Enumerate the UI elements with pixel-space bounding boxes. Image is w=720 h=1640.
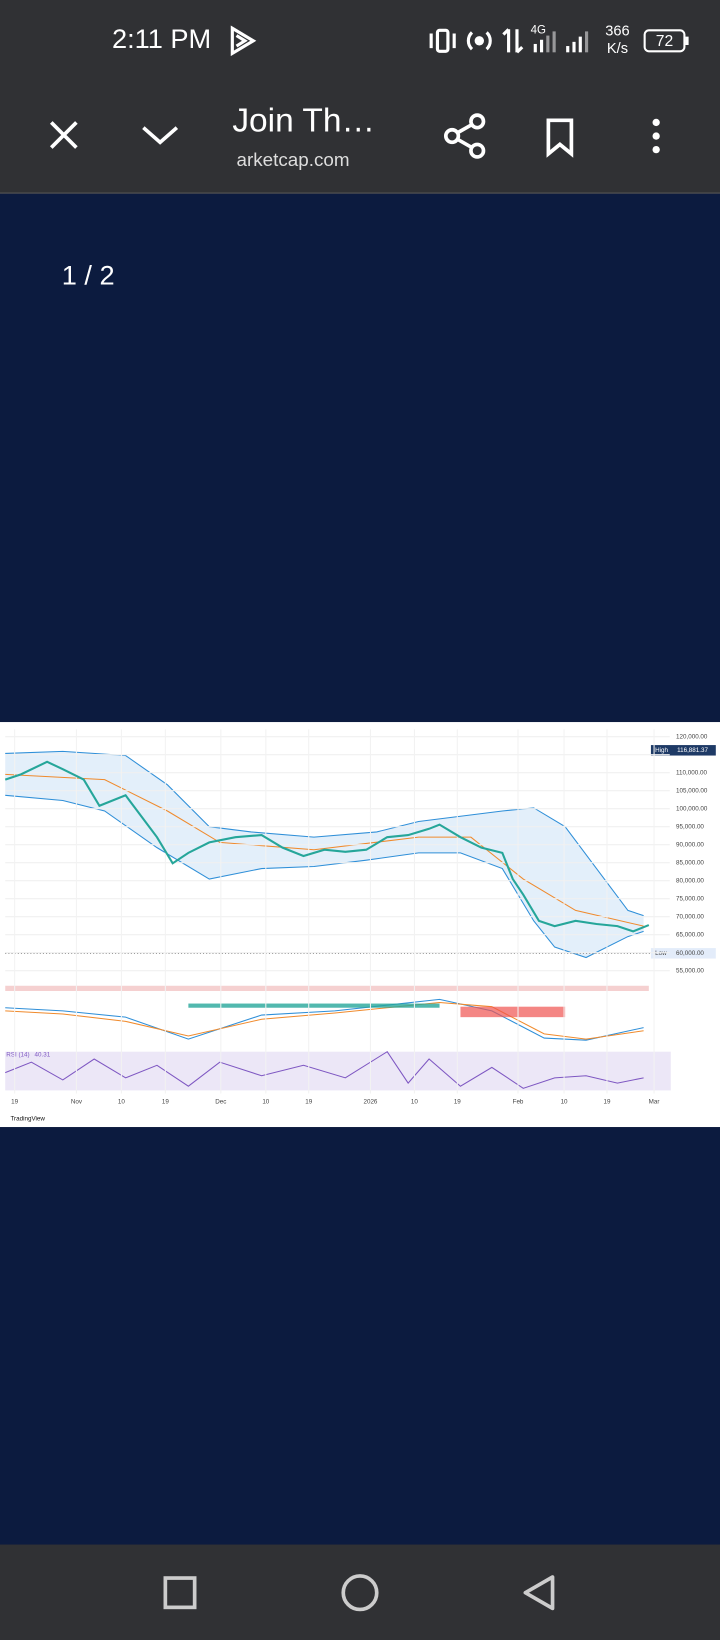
bb-basis bbox=[5, 773, 644, 927]
time-label: Feb bbox=[513, 1099, 524, 1106]
price-label: 120,000.00 bbox=[676, 733, 708, 740]
price-label: 60,000.00 bbox=[676, 950, 704, 957]
rsi-line bbox=[5, 1050, 644, 1089]
top-bar-bg bbox=[0, 0, 720, 194]
battery-icon bbox=[643, 29, 686, 53]
volume-bars bbox=[5, 985, 649, 991]
price-label: 85,000.00 bbox=[676, 859, 704, 866]
price-label: 95,000.00 bbox=[676, 823, 704, 830]
time-label: 10 bbox=[118, 1099, 125, 1106]
time-label: 19 bbox=[11, 1099, 18, 1106]
time-label: 10 bbox=[262, 1099, 269, 1106]
recents-button[interactable] bbox=[163, 1576, 197, 1610]
battery-tip bbox=[685, 36, 689, 45]
rsi-value: 40.31 bbox=[35, 1051, 51, 1058]
clock: 2:11 PM bbox=[112, 23, 211, 54]
low-label: Low bbox=[655, 950, 667, 957]
nav-bar bbox=[0, 1544, 720, 1640]
net-speed-unit: K/s bbox=[607, 41, 628, 57]
net-speed: 366 bbox=[605, 23, 629, 39]
time-label: 19 bbox=[162, 1099, 169, 1106]
play-icon bbox=[230, 25, 257, 57]
page-title: Join Th… bbox=[232, 102, 375, 139]
price-label: 110,000.00 bbox=[676, 769, 707, 776]
image-counter: 1 / 2 bbox=[62, 259, 115, 290]
battery-level: 72 bbox=[656, 33, 673, 50]
high-tag bbox=[650, 745, 716, 756]
tradingview-logo: TradingView bbox=[10, 1115, 45, 1122]
price-label: 75,000.00 bbox=[676, 895, 704, 902]
signal-bars bbox=[533, 31, 589, 53]
price-label: 70,000.00 bbox=[676, 913, 704, 920]
low-tag bbox=[650, 948, 716, 959]
time-label: Nov bbox=[71, 1099, 83, 1106]
rsi-label: RSI (14) bbox=[6, 1051, 29, 1058]
price-line bbox=[4, 760, 650, 933]
macd-hist-neg bbox=[460, 1006, 566, 1018]
close-button[interactable] bbox=[49, 121, 78, 149]
macd-hist-pos bbox=[188, 1003, 440, 1008]
time-label: 19 bbox=[603, 1099, 610, 1106]
status-icons bbox=[429, 28, 524, 54]
price-label: 90,000.00 bbox=[676, 841, 704, 848]
high-label: High bbox=[655, 747, 668, 754]
macd-line bbox=[5, 998, 644, 1041]
bookmark-button[interactable] bbox=[546, 118, 574, 158]
back-button[interactable] bbox=[523, 1575, 555, 1611]
network-type: 4G bbox=[531, 24, 546, 36]
high-value: 116,881.37 bbox=[677, 747, 708, 754]
home-button[interactable] bbox=[341, 1574, 379, 1612]
menu-button[interactable] bbox=[652, 118, 660, 154]
time-label: 2026 bbox=[363, 1099, 377, 1106]
time-label: 19 bbox=[305, 1099, 312, 1106]
page-url: arketcap.com bbox=[237, 149, 350, 170]
time-label: Mar bbox=[649, 1099, 660, 1106]
time-label: 19 bbox=[454, 1099, 461, 1106]
share-button[interactable] bbox=[443, 113, 486, 159]
collapse-button[interactable] bbox=[142, 126, 179, 145]
price-label: 65,000.00 bbox=[676, 931, 704, 938]
time-label: Dec bbox=[215, 1099, 226, 1106]
rsi-band bbox=[5, 1051, 671, 1091]
price-label: 80,000.00 bbox=[676, 877, 704, 884]
price-label: 105,000.00 bbox=[676, 787, 708, 794]
time-label: 10 bbox=[411, 1099, 418, 1106]
price-label: 55,000.00 bbox=[676, 967, 704, 974]
macd-signal bbox=[5, 1001, 644, 1040]
price-label: 100,000.00 bbox=[676, 805, 708, 812]
chart-image: High 116,881.37 Low RSI (14) 40.31 Tradi… bbox=[0, 722, 720, 1128]
time-label: 10 bbox=[561, 1099, 568, 1106]
